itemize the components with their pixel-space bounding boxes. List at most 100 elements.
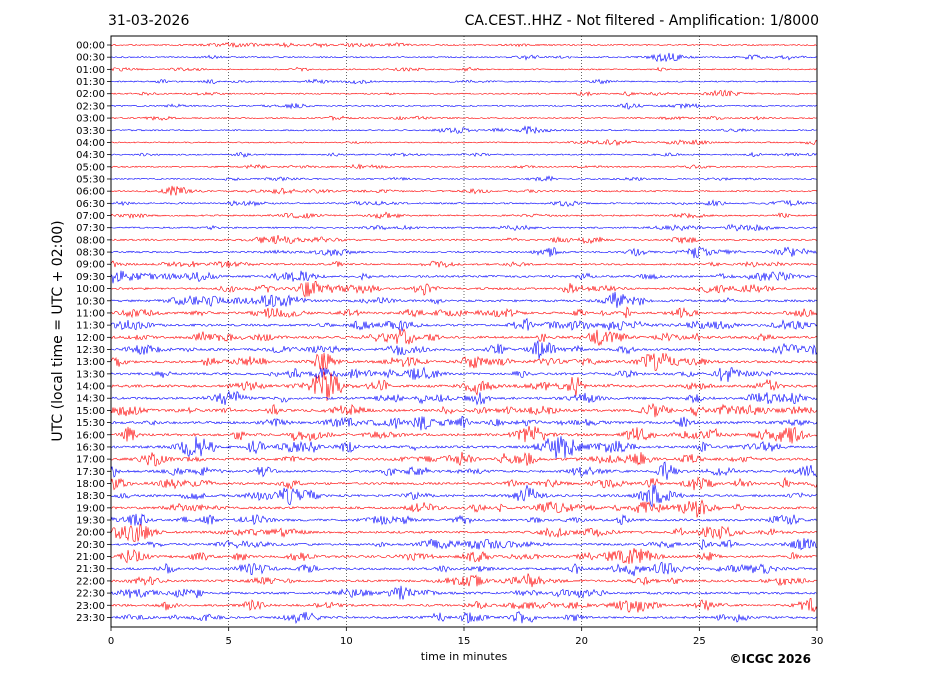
x-tick-label-5: 5 (225, 636, 231, 647)
trace-1900 (110, 499, 818, 518)
row-label: 19:00 (76, 503, 105, 514)
row-label: 18:00 (76, 479, 105, 490)
row-label: 23:30 (76, 613, 105, 624)
plot-frame (110, 35, 818, 628)
row-label: 08:30 (76, 248, 105, 259)
trace-0430 (110, 151, 818, 158)
row-label: 04:30 (76, 150, 105, 161)
x-axis-ticks: 0 5 10 15 20 25 30 (108, 627, 824, 647)
chart-title: CA.CEST..HHZ - Not filtered - Amplificat… (465, 13, 819, 29)
trace-1400 (110, 371, 818, 401)
trace-0330 (110, 125, 818, 135)
x-axis-label: time in minutes (421, 650, 508, 663)
trace-2230 (110, 585, 818, 600)
row-label: 07:30 (76, 223, 105, 234)
trace-0130 (110, 78, 818, 85)
row-label: 14:30 (76, 394, 105, 405)
trace-0300 (110, 115, 818, 121)
row-label: 02:30 (76, 101, 105, 112)
trace-1700 (110, 451, 818, 467)
trace-0100 (110, 66, 818, 72)
x-tick-label-10: 10 (340, 636, 353, 647)
row-label: 04:00 (76, 138, 105, 149)
trace-2330 (110, 611, 818, 625)
trace-1130 (110, 317, 818, 332)
trace-2300 (110, 597, 818, 613)
row-label: 21:00 (76, 552, 105, 563)
grid-lines (228, 36, 700, 627)
row-label: 02:00 (76, 89, 105, 100)
row-label: 20:00 (76, 528, 105, 539)
trace-1600 (110, 425, 818, 444)
row-label: 05:30 (76, 174, 105, 185)
trace-0730 (110, 223, 818, 232)
row-label: 03:30 (76, 126, 105, 137)
trace-0830 (110, 246, 818, 259)
trace-1530 (110, 415, 818, 431)
row-label: 13:30 (76, 369, 105, 380)
row-label: 01:00 (76, 65, 105, 76)
trace-1200 (110, 328, 818, 347)
row-label: 01:30 (76, 77, 105, 88)
row-label: 10:00 (76, 284, 105, 295)
x-tick-label-15: 15 (458, 636, 471, 647)
trace-0500 (110, 163, 818, 170)
trace-1000 (110, 280, 818, 298)
row-label: 17:00 (76, 455, 105, 466)
row-label: 10:30 (76, 296, 105, 307)
row-label: 08:00 (76, 235, 105, 246)
trace-0630 (110, 199, 818, 207)
trace-2130 (110, 561, 818, 577)
trace-1230 (110, 339, 818, 360)
row-label: 23:00 (76, 601, 105, 612)
row-label: 18:30 (76, 491, 105, 502)
row-label: 17:30 (76, 467, 105, 478)
trace-0030 (110, 52, 818, 63)
row-label: 13:00 (76, 357, 105, 368)
trace-0230 (110, 102, 818, 110)
trace-1500 (110, 402, 818, 418)
row-label: 07:00 (76, 211, 105, 222)
y-axis-label: UTC (local time = UTC + 02:00) (50, 220, 66, 441)
row-label: 16:00 (76, 430, 105, 441)
x-tick-label-20: 20 (575, 636, 588, 647)
seismic-traces (110, 42, 818, 625)
row-label: 05:00 (76, 162, 105, 173)
row-label: 14:00 (76, 382, 105, 393)
trace-1100 (110, 306, 818, 319)
copyright-label: ©ICGC 2026 (729, 652, 811, 666)
trace-2100 (110, 548, 818, 565)
row-label: 06:30 (76, 199, 105, 210)
trace-2030 (110, 538, 818, 551)
trace-1430 (110, 390, 818, 406)
row-label: 09:00 (76, 260, 105, 271)
row-label: 15:30 (76, 418, 105, 429)
trace-2200 (110, 573, 818, 588)
trace-0530 (110, 175, 818, 182)
trace-1330 (110, 366, 818, 383)
row-label: 22:30 (76, 589, 105, 600)
row-label: 12:00 (76, 333, 105, 344)
row-label: 16:30 (76, 442, 105, 453)
trace-0600 (110, 185, 818, 196)
x-tick-label-25: 25 (693, 636, 706, 647)
row-label: 11:00 (76, 308, 105, 319)
x-tick-label-0: 0 (108, 636, 114, 647)
trace-1830 (110, 484, 818, 508)
row-label: 00:00 (76, 41, 105, 52)
trace-1630 (110, 436, 818, 459)
row-label: 09:30 (76, 272, 105, 283)
trace-0700 (110, 211, 818, 220)
trace-0930 (110, 270, 818, 284)
row-label: 03:00 (76, 114, 105, 125)
row-label: 22:00 (76, 576, 105, 587)
x-tick-label-30: 30 (811, 636, 824, 647)
row-label: 00:30 (76, 53, 105, 64)
date-label: 31-03-2026 (108, 13, 189, 29)
row-label: 19:30 (76, 516, 105, 527)
trace-1300 (110, 352, 818, 373)
trace-1730 (110, 461, 818, 480)
trace-1930 (110, 513, 818, 526)
row-label: 12:30 (76, 345, 105, 356)
